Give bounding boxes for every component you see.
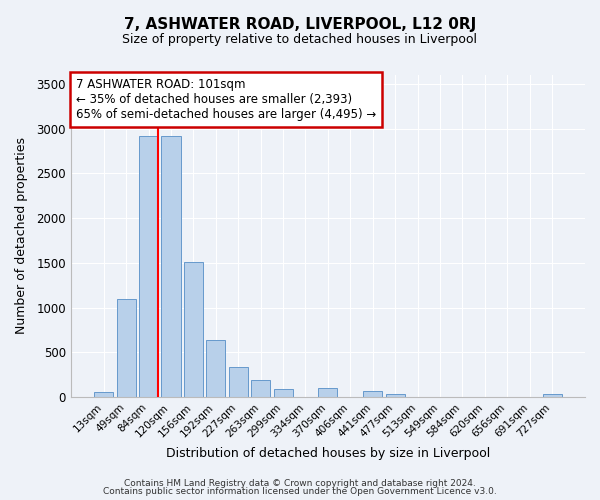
Bar: [319, 388, 337, 397]
X-axis label: Distribution of detached houses by size in Liverpool: Distribution of detached houses by size …: [166, 447, 490, 460]
Bar: [184, 262, 203, 397]
Bar: [116, 298, 136, 397]
Text: Size of property relative to detached houses in Liverpool: Size of property relative to detached ho…: [122, 32, 478, 46]
Bar: [251, 380, 270, 397]
Bar: [386, 394, 404, 397]
Bar: [94, 392, 113, 397]
Y-axis label: Number of detached properties: Number of detached properties: [15, 138, 28, 334]
Text: Contains public sector information licensed under the Open Government Licence v3: Contains public sector information licen…: [103, 487, 497, 496]
Bar: [161, 136, 181, 397]
Bar: [274, 389, 293, 397]
Text: 7 ASHWATER ROAD: 101sqm
← 35% of detached houses are smaller (2,393)
65% of semi: 7 ASHWATER ROAD: 101sqm ← 35% of detache…: [76, 78, 376, 121]
Bar: [206, 340, 226, 397]
Bar: [542, 394, 562, 397]
Text: Contains HM Land Registry data © Crown copyright and database right 2024.: Contains HM Land Registry data © Crown c…: [124, 478, 476, 488]
Text: 7, ASHWATER ROAD, LIVERPOOL, L12 0RJ: 7, ASHWATER ROAD, LIVERPOOL, L12 0RJ: [124, 18, 476, 32]
Bar: [363, 390, 382, 397]
Bar: [229, 368, 248, 397]
Bar: [139, 136, 158, 397]
